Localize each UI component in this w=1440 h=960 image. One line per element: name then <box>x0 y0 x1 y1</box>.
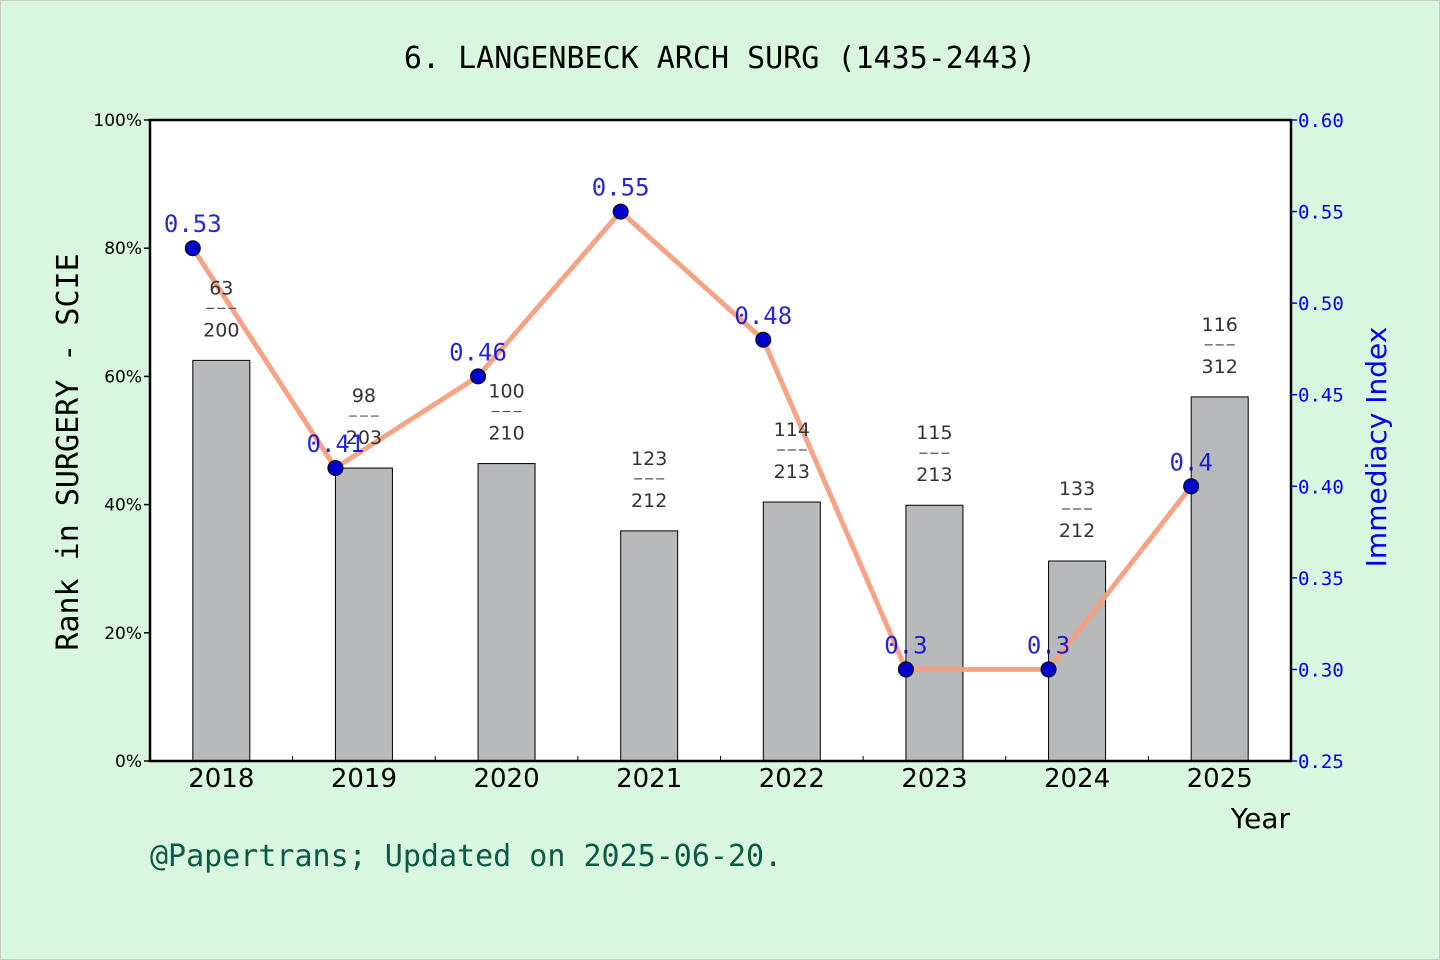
point-2024 <box>1040 661 1057 678</box>
right-tick-label: 0.60 <box>1298 110 1344 132</box>
left-tick-label: 80% <box>104 239 142 259</box>
x-tick-label-2018: 2018 <box>188 764 254 794</box>
right-axis-title: Immediacy Index <box>1360 327 1393 568</box>
rank-label-2021: 123 <box>631 448 667 470</box>
bar-2020 <box>477 463 536 762</box>
x-tick-label-2021: 2021 <box>616 764 682 794</box>
left-tick-label: 20% <box>104 624 142 644</box>
labels-layer: 63 200 98 203 100 210 123 212 114 213 115 213 133 212… <box>164 174 1238 660</box>
point-label-2022: 0.48 <box>734 302 792 330</box>
rank-label-2018: 63 <box>209 277 233 299</box>
bar-2019 <box>334 467 393 762</box>
point-label-2025: 0.4 <box>1169 448 1212 476</box>
immediacy-line <box>190 209 1194 672</box>
point-2025 <box>1183 478 1200 495</box>
point-label-2018: 0.53 <box>164 210 222 238</box>
rank-label-2025: 116 <box>1202 314 1238 336</box>
x-tick-label-2022: 2022 <box>759 764 825 794</box>
rank-label-2023: 115 <box>916 422 952 444</box>
point-label-2020: 0.46 <box>449 338 507 366</box>
left-tick-label: 60% <box>104 367 142 387</box>
point-2018 <box>184 240 201 257</box>
total-label-2021: 212 <box>631 490 667 512</box>
total-label-2022: 213 <box>774 461 810 483</box>
left-tick-label: 40% <box>104 496 142 516</box>
right-tick-label: 0.35 <box>1298 568 1344 590</box>
point-2021 <box>612 203 629 220</box>
bar-2022 <box>762 501 821 762</box>
x-axis-title: Year <box>1230 802 1291 835</box>
total-label-2019: 203 <box>346 427 382 449</box>
total-label-2018: 200 <box>203 319 239 341</box>
left-axis-title: Rank in SURGERY - SCIE <box>51 253 86 650</box>
total-label-2025: 312 <box>1202 356 1238 378</box>
rank-label-2022: 114 <box>774 419 810 441</box>
footer-credit: @Papertrans; Updated on 2025-06-20. <box>150 839 782 874</box>
left-tick-label: 100% <box>93 111 142 131</box>
x-tick-label-2024: 2024 <box>1044 764 1110 794</box>
bar-2018 <box>192 359 251 762</box>
point-2023 <box>897 661 914 678</box>
left-tick-label: 0% <box>115 752 142 772</box>
x-tick-label-2025: 2025 <box>1187 764 1253 794</box>
rank-label-2019: 98 <box>352 385 376 407</box>
line-layer <box>184 203 1200 678</box>
point-label-2023: 0.3 <box>884 631 927 659</box>
rank-label-2024: 133 <box>1059 478 1095 500</box>
point-label-2021: 0.55 <box>592 174 650 202</box>
total-label-2020: 210 <box>488 423 524 445</box>
point-label-2024: 0.3 <box>1027 631 1070 659</box>
right-tick-label: 0.45 <box>1298 385 1344 407</box>
point-label-2019: 0.41 <box>307 430 365 458</box>
bars-layer <box>192 359 1249 762</box>
right-tick-label: 0.30 <box>1298 659 1344 681</box>
right-tick-label: 0.40 <box>1298 476 1344 498</box>
right-tick-label: 0.25 <box>1298 751 1344 773</box>
point-2019 <box>327 459 344 476</box>
bar-2021 <box>620 530 679 762</box>
total-label-2023: 213 <box>916 464 952 486</box>
rank-label-2020: 100 <box>488 381 524 403</box>
point-2022 <box>755 331 772 348</box>
x-tick-label-2019: 2019 <box>331 764 397 794</box>
right-tick-label: 0.55 <box>1298 202 1344 224</box>
right-tick-label: 0.50 <box>1298 293 1344 315</box>
point-2020 <box>470 368 487 385</box>
total-label-2024: 212 <box>1059 520 1095 542</box>
x-tick-label-2020: 2020 <box>473 764 539 794</box>
axes-layer: 0% 20% 40% 60% 80% 100% 0.25 0.30 0.35 0.40 0.45 0.… <box>93 110 1343 794</box>
chart-title: 6. LANGENBECK ARCH SURG (1435-2443) <box>404 41 1036 76</box>
x-tick-label-2023: 2023 <box>901 764 967 794</box>
